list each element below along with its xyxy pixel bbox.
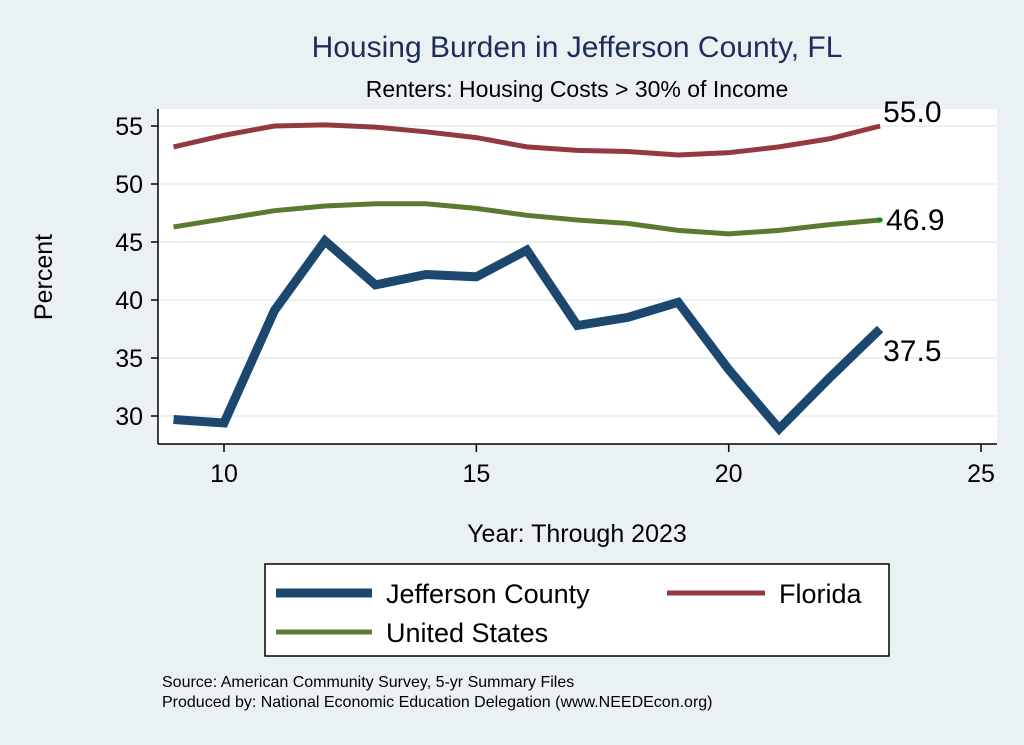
x-tick-label: 25 xyxy=(967,460,995,488)
series-line-florida xyxy=(172,122,881,158)
legend-label-jefferson: Jefferson County xyxy=(386,579,590,609)
legend-label-florida: Florida xyxy=(779,579,863,609)
legend-label-us: United States xyxy=(386,618,548,648)
series-line-jefferson-county xyxy=(173,234,884,436)
y-tick-label: 30 xyxy=(115,403,143,431)
end-value-label: 55.0 xyxy=(883,96,941,129)
y-axis-label: Percent xyxy=(30,234,58,320)
y-tick-label: 40 xyxy=(115,287,143,315)
series-line-united-states xyxy=(173,201,881,237)
legend-box xyxy=(264,563,890,657)
end-value-label: 37.5 xyxy=(883,335,941,368)
end-value-label: 46.9 xyxy=(886,204,944,237)
chart-title: Housing Burden in Jefferson County, FL xyxy=(312,31,843,64)
x-tick-label: 10 xyxy=(210,460,238,488)
chart-subtitle: Renters: Housing Costs > 30% of Income xyxy=(366,76,789,102)
legend: Jefferson County Florida United States xyxy=(264,563,890,657)
y-tick-label: 55 xyxy=(115,113,143,141)
x-tick-label: 15 xyxy=(462,460,490,488)
y-tick-label: 35 xyxy=(115,345,143,373)
y-tick-label: 50 xyxy=(115,171,143,199)
end-point-marker xyxy=(877,217,883,223)
x-axis-label: Year: Through 2023 xyxy=(467,520,687,548)
x-tick-label: 20 xyxy=(715,460,743,488)
producer-note: Produced by: National Economic Education… xyxy=(162,694,713,711)
source-note: Source: American Community Survey, 5-yr … xyxy=(162,674,574,691)
plot-area xyxy=(158,109,997,444)
y-tick-label: 45 xyxy=(115,229,143,257)
